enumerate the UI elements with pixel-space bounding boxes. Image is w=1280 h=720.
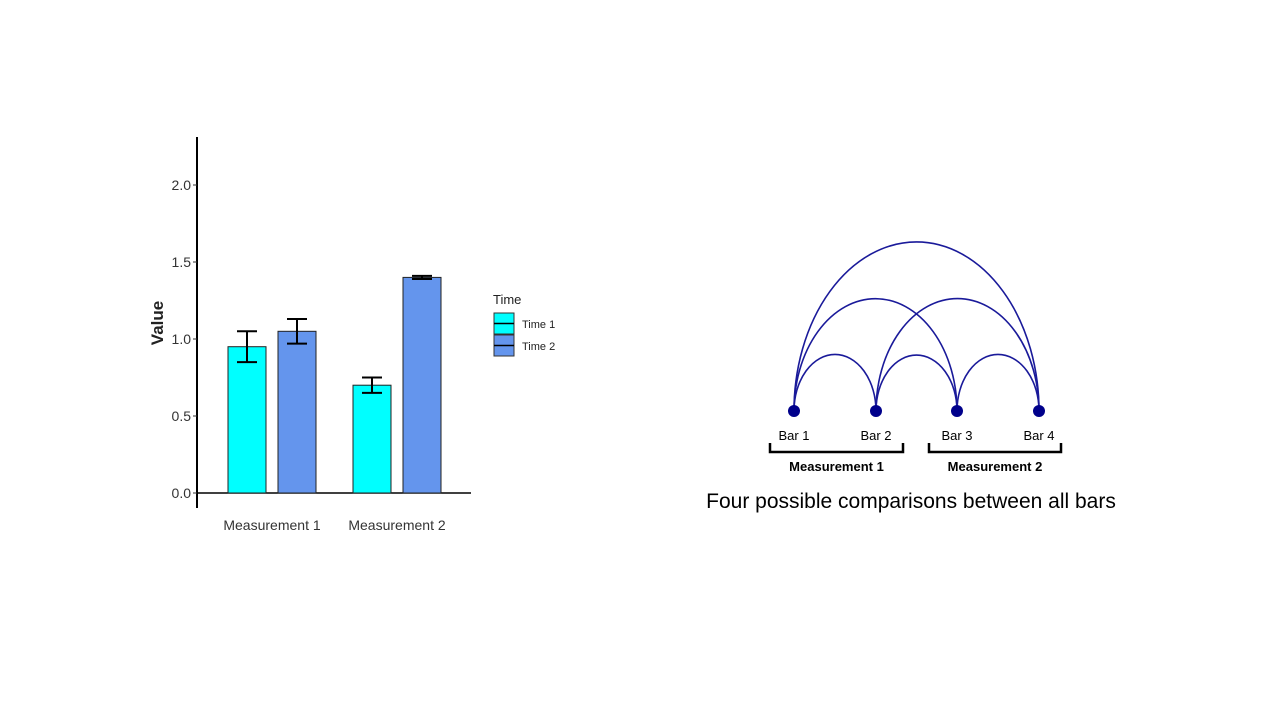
- legend: Time Time 1 Time 2: [493, 292, 555, 357]
- y-tick-label: 0.5: [172, 408, 192, 424]
- bar-node: [951, 405, 963, 417]
- y-axis: 0.0 0.5 1.0 1.5 2.0: [172, 137, 198, 508]
- group-bracket: [768, 443, 905, 454]
- group-bracket: [927, 443, 1063, 454]
- bar-node: [788, 405, 800, 417]
- group-label: Measurement 2: [948, 459, 1043, 474]
- x-category-label: Measurement 1: [223, 517, 320, 533]
- legend-label: Time 1: [522, 319, 555, 331]
- group-label: Measurement 1: [789, 459, 884, 474]
- comparison-arc: [875, 297, 1040, 412]
- group-brackets: Measurement 1 Measurement 2: [768, 443, 1063, 474]
- comparison-arc: [875, 354, 958, 412]
- legend-title: Time: [493, 292, 521, 307]
- comparison-arc: [793, 353, 877, 412]
- nodes-layer: Bar 1 Bar 2 Bar 3 Bar 4: [778, 405, 1055, 443]
- bar-node-label: Bar 3: [941, 428, 972, 443]
- comparison-arc: [793, 297, 958, 412]
- bar-node-label: Bar 1: [778, 428, 809, 443]
- y-tick-label: 0.0: [172, 485, 192, 501]
- bar: [227, 346, 267, 494]
- errorbars-layer: [237, 274, 432, 394]
- comparison-arc: [956, 353, 1040, 412]
- legend-label: Time 2: [522, 341, 555, 353]
- bar-node-label: Bar 2: [860, 428, 891, 443]
- bar-node: [870, 405, 882, 417]
- y-tick-label: 1.0: [172, 331, 192, 347]
- comparison-arc: [793, 241, 1040, 412]
- bar: [277, 330, 317, 494]
- y-axis-title: Value: [148, 301, 167, 345]
- bar-node: [1033, 405, 1045, 417]
- arcs-layer: [793, 241, 1040, 412]
- comparison-arc-diagram: Bar 1 Bar 2 Bar 3 Bar 4 Measurement 1 Measur…: [706, 241, 1116, 513]
- x-category-label: Measurement 2: [348, 517, 445, 533]
- y-tick-label: 2.0: [172, 177, 192, 193]
- x-axis: Measurement 1 Measurement 2: [197, 492, 471, 533]
- bar: [402, 276, 442, 494]
- y-tick-label: 1.5: [172, 254, 192, 270]
- bars-layer: [227, 276, 442, 494]
- bar-chart: 0.00.51.01.52.0 Measurement 1 Measurement…: [148, 137, 555, 533]
- bar: [352, 384, 392, 494]
- diagram-caption: Four possible comparisons between all ba…: [706, 490, 1116, 513]
- bar-node-label: Bar 4: [1023, 428, 1054, 443]
